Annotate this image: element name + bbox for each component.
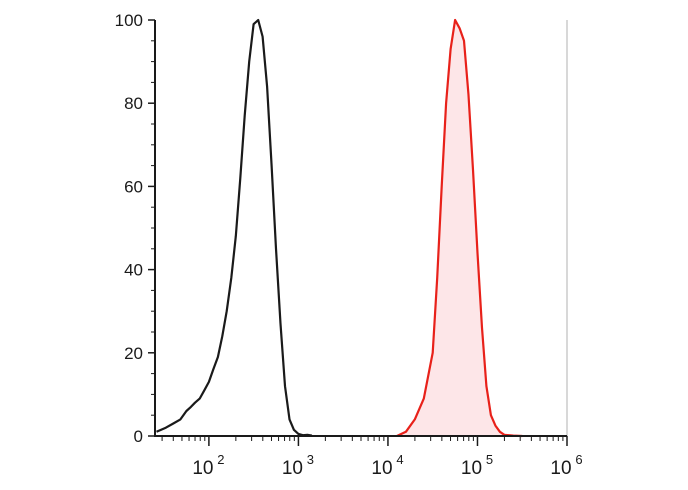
x-tick-label-base: 10 xyxy=(461,458,482,479)
series-0-line xyxy=(156,18,313,437)
x-tick-label-base: 10 xyxy=(192,458,213,479)
y-tick-label-20: 20 xyxy=(124,344,143,363)
x-tick-label-base: 10 xyxy=(550,458,571,479)
y-tick-label-60: 60 xyxy=(124,177,143,196)
y-tick-label-80: 80 xyxy=(124,94,143,113)
axes-layer: 0 20 40 60 80 100 10 2 10 3 10 4 10 5 10 6 xyxy=(115,11,583,479)
x-tick-label-exp: 5 xyxy=(486,452,493,467)
y-tick-label-40: 40 xyxy=(124,261,143,280)
y-tick-label-0: 0 xyxy=(134,427,143,446)
series-layer xyxy=(156,18,523,438)
y-tick-label-100: 100 xyxy=(115,11,143,30)
x-tick-label-exp: 4 xyxy=(396,452,403,467)
x-tick-label-base: 10 xyxy=(282,458,303,479)
series-1-line xyxy=(396,18,523,438)
x-tick-label-exp: 6 xyxy=(575,452,582,467)
series-1-fill xyxy=(396,20,523,436)
x-tick-label-exp: 2 xyxy=(217,452,224,467)
x-tick-label-exp: 3 xyxy=(307,452,314,467)
x-tick-label-base: 10 xyxy=(371,458,392,479)
